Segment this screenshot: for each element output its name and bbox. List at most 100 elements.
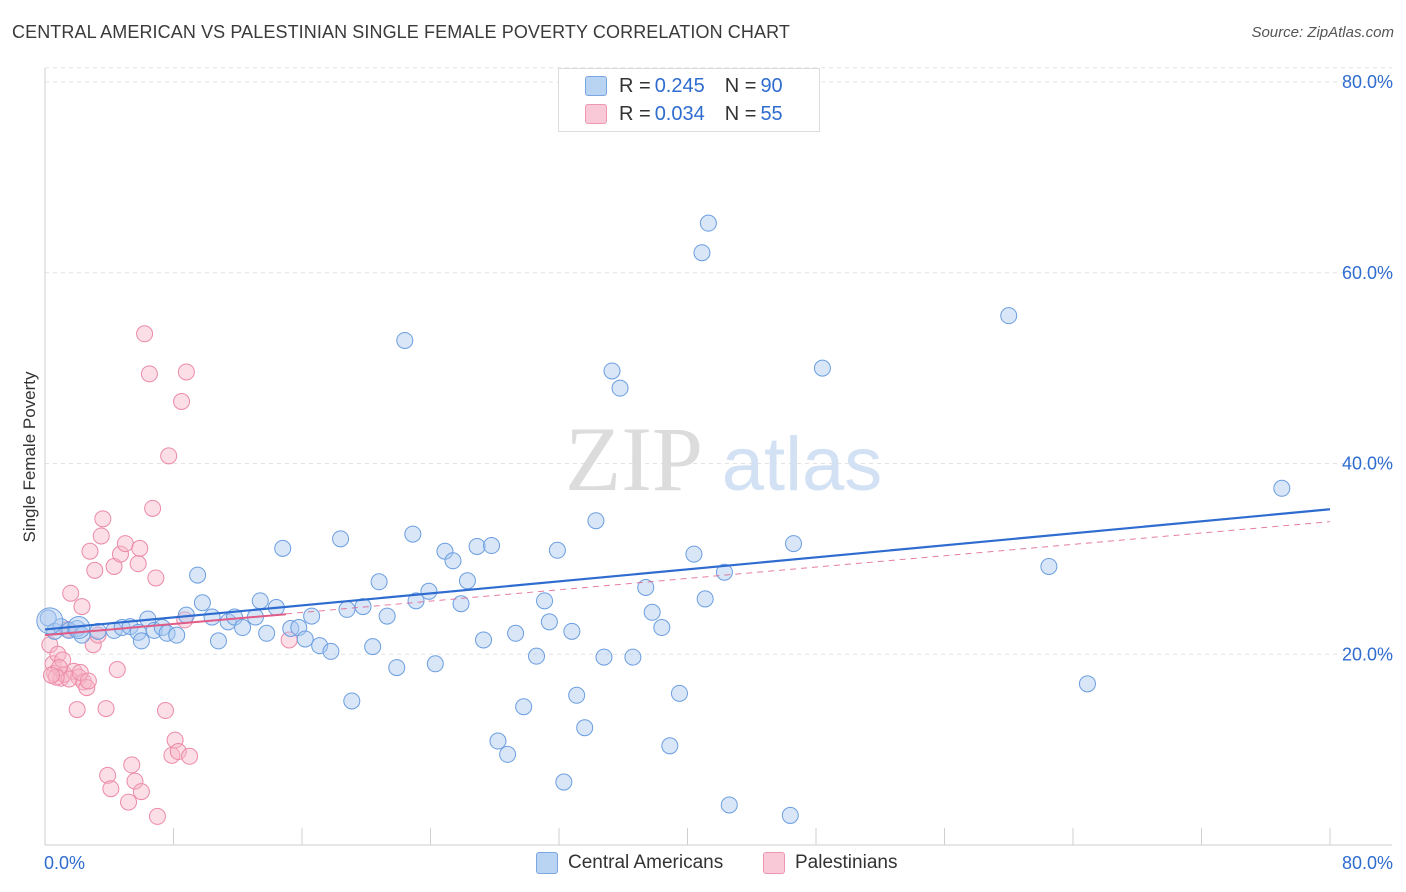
central-americans-point [1000,307,1018,325]
central-americans-point [643,603,661,621]
central-americans-point [420,582,438,600]
gridlines [45,67,1392,655]
palestinians-point [129,555,147,573]
palestinians-point [81,542,99,560]
palestinians-point [120,793,138,811]
palestinians-point [123,756,141,774]
central-americans-point [364,638,382,656]
central-americans-point [452,595,470,613]
palestinians-point [99,766,117,784]
palestinians-point [94,510,112,528]
palestinians-point [49,645,67,663]
central-americans-point [274,539,292,557]
palestinians-point [75,673,93,691]
palestinians-point [132,783,150,801]
blue-swatch [585,76,607,96]
chart-title: CENTRAL AMERICAN VS PALESTINIAN SINGLE F… [12,22,790,42]
y-tick-label: 60.0% [1342,263,1393,283]
palestinians-point [147,569,165,587]
palestinians-point [160,447,178,465]
stats-legend-row-blue: R = 0.245 N = 90 [585,74,783,98]
n-value: 55 [760,102,783,125]
palestinians-point [42,666,60,684]
central-americans-point [693,244,711,262]
central-americans-point [1078,675,1096,693]
central-americans-point [258,624,276,642]
palestinians-point [116,535,134,553]
palestinians-trend-line-solid [44,613,287,637]
central-americans-point [483,537,501,555]
central-americans-point [322,642,340,660]
central-americans-point [670,684,688,702]
central-americans-point [603,362,621,380]
central-americans-point [507,624,525,642]
central-americans-point [468,537,486,555]
central-americans-point [555,773,573,791]
central-americans-point [785,535,803,553]
palestinians-point [136,325,154,343]
palestinians-points [41,325,298,825]
central-americans-point [354,598,372,616]
x-tick-label: 0.0% [44,853,85,873]
central-americans-point [637,578,655,596]
chart-source: Source: ZipAtlas.com [1251,24,1394,41]
central-americans-point [781,806,799,824]
tick-labels: 20.0% 40.0% 60.0% 80.0% 0.0% 80.0% [44,72,1393,873]
legend-central-americans-label: Central Americans [568,852,724,873]
legend-central-americans[interactable]: Central Americans [536,852,723,874]
axes [44,68,1392,846]
central-americans-point [407,592,425,610]
palestinians-point [148,807,166,825]
central-americans-point [611,379,629,397]
central-americans-point [378,607,396,625]
central-americans-point [388,659,406,677]
central-americans-point [1040,558,1058,576]
legend-palestinians[interactable]: Palestinians [763,852,897,874]
central-americans-points [36,214,1291,824]
central-americans-point [563,622,581,640]
palestinians-point [156,702,174,720]
palestinians-point [108,661,126,679]
watermark-zip: ZIP [565,408,703,510]
palestinians-point [97,700,115,718]
central-americans-point [475,631,493,649]
central-americans-point [209,632,227,650]
central-americans-point [624,648,642,666]
central-americans-point [396,331,414,349]
palestinians-point [102,780,120,798]
r-label: R = [619,102,651,125]
palestinians-point [92,527,110,545]
central-americans-point [296,630,314,648]
central-americans-point [653,619,671,637]
central-americans-point [548,541,566,559]
central-americans-point [536,592,554,610]
central-americans-point [499,745,517,763]
palestinians-point [144,499,162,517]
legend-palestinians-label: Palestinians [795,852,898,873]
n-label: N = [724,102,757,125]
central-americans-point [426,655,444,673]
central-americans-point [528,647,546,665]
central-americans-point [203,608,221,626]
central-americans-point [699,214,717,232]
central-americans-point [685,545,703,563]
x-tick-label: 80.0% [1342,853,1393,873]
palestinians-point [78,679,96,697]
palestinians-point [68,701,86,719]
palestinians-point [84,636,102,654]
central-americans-point [587,512,605,530]
legend-blue-swatch [536,852,558,874]
palestinians-point [140,365,158,383]
central-americans-point [444,552,462,570]
central-americans-point [813,359,831,377]
palestinians-point [126,772,144,790]
palestinians-point [181,747,199,765]
central-americans-point [370,573,388,591]
central-americans-point [515,698,533,716]
n-value: 90 [760,74,783,97]
palestinians-point [166,731,184,749]
central-americans-point [489,732,507,750]
y-tick-label: 20.0% [1342,644,1393,664]
r-label: R = [619,74,651,97]
